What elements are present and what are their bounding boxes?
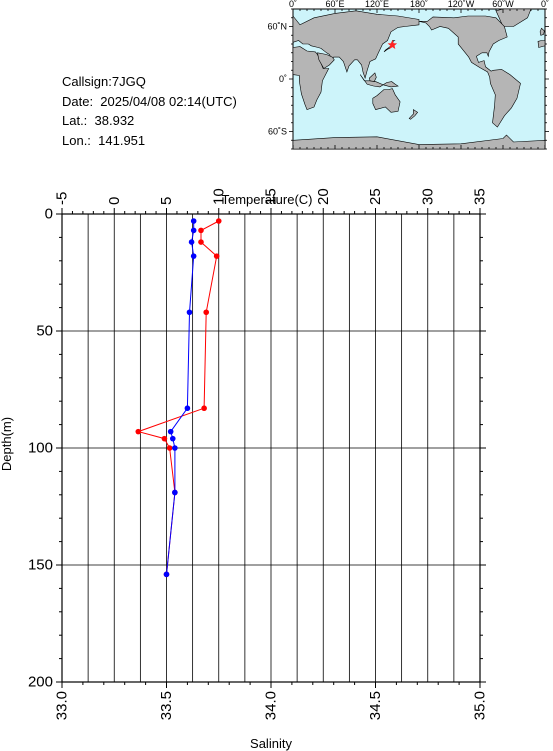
temperature-point: [201, 405, 207, 412]
land-australia: [372, 88, 401, 113]
depth-tick-label: 50: [36, 323, 53, 340]
world-map: 0˚ 60˚E 120˚E 180˚ 120˚W 60˚W 0˚ 60˚N 0˚ 60˚S: [267, 0, 549, 150]
latitude-text: Lat.: 38.932: [62, 113, 135, 128]
temperature-point: [213, 253, 220, 259]
depth-tick-label: 150: [28, 557, 53, 574]
map-longitude-label: 0˚: [541, 0, 549, 9]
map-latitude-label: 60˚N: [267, 22, 287, 32]
map-longitude-label: 0˚: [289, 0, 297, 9]
map-latitude-label: 60˚S: [268, 127, 287, 137]
bottom-tick-label: 33.0: [54, 691, 71, 720]
temperature-line: [136, 220, 220, 575]
salinity-point: [172, 445, 178, 451]
map-longitude-label: 180˚: [410, 0, 428, 9]
station-marker: [387, 39, 398, 49]
temperature-point: [215, 218, 222, 224]
bottom-axis-title: Salinity: [250, 736, 292, 751]
land-europe-west: [537, 40, 546, 48]
top-tick-label: 10: [210, 188, 227, 205]
land-africa: [292, 46, 330, 110]
map-labels: 0˚ 60˚E 120˚E 180˚ 120˚W 60˚W 0˚ 60˚N 0˚ 60˚S: [267, 0, 549, 137]
temperature-point: [161, 435, 168, 442]
temperature-point: [203, 309, 210, 316]
plot-frame: [61, 213, 481, 683]
map-land: [292, 8, 546, 150]
date-text: Date: 2025/04/08 02:14(UTC): [62, 93, 237, 109]
salinity-point: [184, 405, 191, 412]
salinity-line: [166, 221, 195, 575]
land-borneo: [368, 72, 377, 82]
depth-tick-label: 0: [45, 206, 53, 223]
map-longitude-label: 60˚E: [325, 0, 344, 9]
y-axis-title: Depth(m): [0, 417, 14, 471]
top-tick-label: 5: [158, 197, 175, 205]
top-tick-label: 15: [263, 188, 280, 205]
longitude-text: Lon.: 141.951: [62, 132, 146, 148]
top-tick-label: 0: [106, 197, 123, 205]
temperature-point: [135, 428, 142, 435]
salinity-point: [172, 489, 178, 496]
chart-grid: [62, 214, 480, 682]
salinity-point: [169, 435, 176, 442]
salinity-point: [163, 571, 170, 578]
temperature-point: [198, 227, 204, 234]
land-americas: [418, 15, 521, 128]
salinity-point: [190, 218, 197, 224]
series-layer: [135, 218, 222, 578]
land-europe-asia: [292, 10, 420, 80]
top-tick-label: -5: [54, 192, 71, 205]
salinity-point: [190, 227, 197, 234]
top-axis-title: Temperature(C): [221, 192, 312, 207]
callsign-text: Callsign:7JGQ: [62, 74, 146, 89]
temperature-point: [166, 445, 173, 451]
station-info: Callsign:7JGQ Date: 2025/04/08 02:14(UTC…: [62, 72, 237, 150]
bottom-tick-label: 33.5: [158, 691, 175, 720]
bottom-tick-label: 34.0: [263, 691, 280, 720]
land-uk: [539, 27, 545, 36]
salinity-point: [186, 309, 193, 316]
land-new-zealand: [408, 109, 419, 120]
depth-tick-label: 200: [28, 674, 53, 691]
map-latitude-label: 0˚: [279, 74, 287, 84]
top-tick-label: 25: [367, 188, 384, 205]
bottom-tick-label: 35.0: [472, 691, 489, 720]
map-longitude-label: 120˚E: [365, 0, 389, 9]
top-tick-label: 30: [419, 188, 436, 205]
map-longitude-label: 60˚W: [492, 0, 514, 9]
station-star-icon: [387, 39, 398, 49]
salinity-point: [188, 239, 195, 245]
depth-tick-label: 100: [28, 440, 53, 457]
map-longitude-label: 120˚W: [448, 0, 475, 9]
top-tick-label: 20: [315, 188, 332, 205]
bottom-tick-label: 34.5: [367, 691, 384, 720]
temperature-point: [198, 239, 204, 245]
salinity-point: [190, 253, 197, 259]
salinity-point: [167, 428, 174, 435]
top-tick-label: 35: [472, 188, 489, 205]
land-arabia: [317, 52, 335, 69]
map-frame: [289, 8, 549, 150]
